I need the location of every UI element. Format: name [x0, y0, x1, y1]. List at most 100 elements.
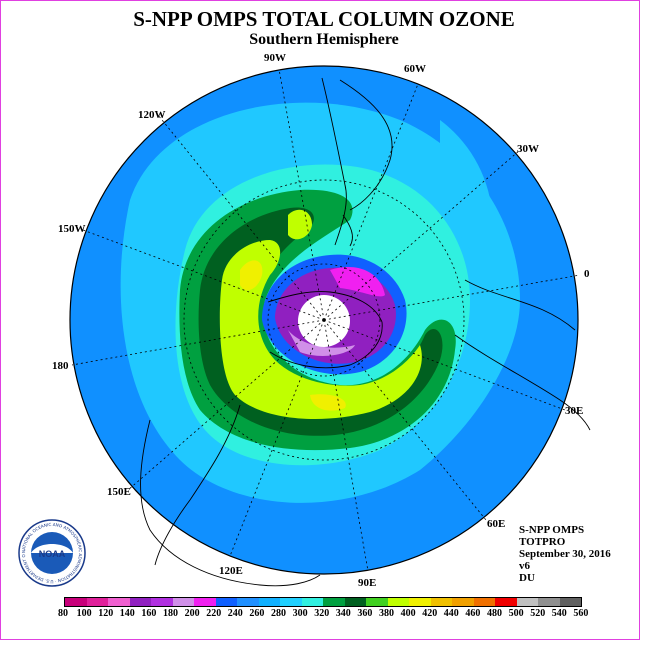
colorbar-tick-label: 300: [292, 608, 308, 619]
map-title: S-NPP OMPS TOTAL COLUMN OZONE: [133, 7, 515, 31]
africa-coast-south: [454, 334, 591, 431]
colorbar-swatch: [65, 598, 87, 606]
colorbar-swatch: [452, 598, 474, 606]
colorbar-tick-label: 500: [508, 608, 524, 619]
colorbar-swatch: [387, 598, 410, 606]
ozone-band-200: [330, 267, 385, 297]
africa-coast-west: [464, 279, 576, 331]
colorbar-swatch: [172, 598, 195, 606]
colorbar-tick-label: 160: [141, 608, 157, 619]
figure-frame: [0, 0, 640, 640]
colorbar-swatch: [516, 598, 539, 606]
meridian-60w: [323, 83, 419, 321]
meridian-60e: [323, 319, 491, 526]
colorbar-tick-label: 240: [227, 608, 243, 619]
meridian-150e: [127, 319, 325, 491]
ozone-band-380-patch: [288, 209, 312, 240]
colorbar-swatch: [215, 598, 238, 606]
colorbar-tick-label: 480: [487, 608, 502, 619]
meridian-120w: [157, 114, 325, 321]
colorbar-swatch: [409, 598, 431, 606]
colorbar-tick-label: 440: [443, 608, 459, 619]
colorbar-tick-label: 540: [551, 608, 567, 619]
meridian-120e: [229, 319, 325, 557]
lon-label-120w: 120W: [138, 109, 166, 121]
australia-coast: [140, 419, 321, 587]
colorbar-tick-label: 400: [400, 608, 416, 619]
colorbar-tick-label: 120: [98, 608, 114, 619]
south-america-east-coast: [339, 79, 393, 211]
patagonia-coast: [342, 214, 353, 247]
colorbar-tick-label: 260: [249, 608, 265, 619]
colorbar-swatch: [366, 598, 388, 606]
colorbar-swatch: [151, 598, 173, 606]
meridian-30w: [323, 149, 521, 321]
lon-label-30w: 30W: [517, 143, 539, 155]
colorbar-tick-label: 140: [119, 608, 135, 619]
colorbar-tick-label: 520: [530, 608, 546, 619]
noaa-logo: NATIONAL OCEANIC AND ATMOSPHERIC ADMINIS…: [18, 519, 86, 587]
colorbar-swatch: [86, 598, 109, 606]
colorbar-tick-label: 100: [76, 608, 92, 619]
ozone-band-180: [288, 330, 355, 356]
colorbar-tick-label: 80: [58, 608, 68, 619]
colorbar-swatch: [280, 598, 302, 606]
map-subtitle: Southern Hemisphere: [249, 31, 399, 48]
colorbar-swatch: [344, 598, 367, 606]
colorbar-tick-label: 460: [465, 608, 481, 619]
info-version: v6: [519, 560, 530, 572]
lon-label-180: 180: [52, 360, 69, 372]
ozone-band-280-east: [440, 120, 493, 255]
ozone-band-380: [219, 240, 422, 419]
lon-label-90w: 90W: [264, 52, 286, 64]
latitude-circle-inner: [267, 263, 381, 377]
meridian-0: [323, 274, 581, 321]
lon-label-150w: 150W: [58, 223, 86, 235]
colorbar-swatch: [538, 598, 560, 606]
colorbar-swatch: [430, 598, 453, 606]
info-product: TOTPRO: [519, 536, 566, 548]
colorbar-tick-label: 360: [357, 608, 373, 619]
colorbar-tick-label: 280: [271, 608, 286, 619]
ozone-band-400-south: [310, 394, 346, 411]
lon-label-60e: 60E: [487, 518, 506, 530]
colorbar-swatch: [129, 598, 152, 606]
info-date: September 30, 2016: [519, 548, 611, 560]
ozone-field: [70, 66, 578, 574]
colorbar-swatch: [108, 598, 130, 606]
info-instrument: S-NPP OMPS: [519, 524, 585, 536]
colorbar-swatch: [473, 598, 496, 606]
colorbar-swatch: [495, 598, 517, 606]
colorbar-tick-label: 420: [422, 608, 438, 619]
colorbar-swatch: [323, 598, 345, 606]
colorbar-swatch: [237, 598, 259, 606]
logo-text: NOAA: [39, 549, 66, 559]
colorbar: [64, 597, 583, 607]
colorbar-swatch: [301, 598, 324, 606]
colorbar-tick-label: 180: [163, 608, 178, 619]
lon-label-0: 0: [584, 268, 590, 280]
lon-label-60w: 60W: [404, 63, 426, 75]
logo-bird-shape: [31, 544, 73, 553]
lon-label-90e: 90E: [358, 577, 377, 589]
colorbar-swatch: [194, 598, 216, 606]
colorbar-tick-label: 560: [573, 608, 589, 619]
colorbar-swatch: [559, 598, 582, 606]
colorbar-tick-label: 340: [335, 608, 351, 619]
product-info: S-NPP OMPS TOTPRO September 30, 2016 v6 …: [519, 524, 611, 584]
colorbar-tick-label: 380: [379, 608, 394, 619]
latitude-circle-middle: [183, 179, 465, 461]
antarctica-coast: [267, 291, 383, 369]
south-america-coast: [321, 77, 347, 246]
new-zealand-coast: [154, 404, 241, 566]
continent-outlines: [140, 77, 591, 587]
map-boundary: [69, 65, 579, 575]
colorbar-swatch: [258, 598, 281, 606]
colorbar-tick-label: 200: [184, 608, 200, 619]
info-units: DU: [519, 572, 535, 584]
lon-label-120e: 120E: [219, 565, 243, 577]
ozone-band-400: [240, 260, 263, 291]
lon-label-150e: 150E: [107, 486, 131, 498]
graticule: [71, 68, 581, 572]
